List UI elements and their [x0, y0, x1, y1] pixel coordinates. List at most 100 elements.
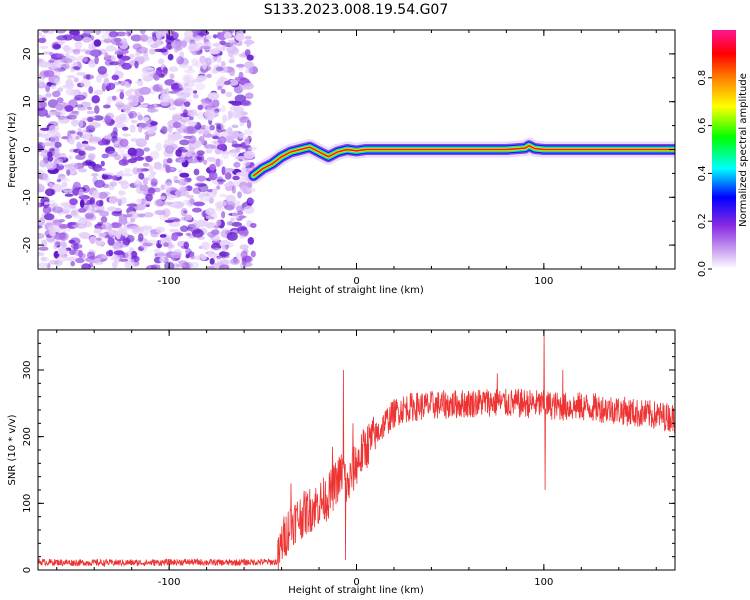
noise-blob: [120, 80, 126, 86]
noise-blob: [55, 30, 67, 34]
noise-blob: [206, 55, 217, 64]
noise-blob: [171, 82, 180, 90]
noise-blob: [196, 50, 203, 55]
noise-blob: [193, 35, 203, 42]
noise-blob: [216, 54, 222, 63]
noise-blob: [91, 173, 99, 177]
colorbar-gradient: [712, 30, 736, 269]
noise-blob: [108, 228, 114, 237]
noise-blob: [103, 77, 110, 87]
noise-blob: [168, 106, 177, 111]
noise-blob: [44, 201, 49, 205]
noise-blob: [56, 53, 65, 58]
noise-blob: [215, 66, 224, 72]
noise-blob: [138, 172, 145, 180]
noise-blob: [215, 200, 228, 207]
noise-blob: [121, 173, 134, 177]
noise-blob: [144, 135, 150, 141]
noise-blob: [225, 91, 233, 98]
colorbar-tick-label: 0.6: [697, 118, 708, 134]
noise-blob: [48, 260, 60, 265]
noise-blob: [215, 158, 221, 168]
noise-blob: [138, 122, 151, 130]
noise-blob: [224, 80, 231, 86]
noise-blob: [86, 251, 96, 259]
noise-blob: [186, 194, 194, 199]
noise-blob: [112, 207, 122, 212]
noise-blob: [147, 187, 156, 194]
noise-blob: [242, 262, 253, 267]
noise-blob: [216, 179, 226, 183]
noise-blob: [229, 40, 238, 48]
noise-blob: [83, 30, 95, 34]
noise-blob: [155, 226, 165, 233]
noise-blob: [163, 242, 169, 247]
noise-blob: [103, 174, 113, 180]
noise-blob: [115, 100, 123, 105]
noise-blob: [235, 156, 247, 160]
noise-blob: [174, 189, 187, 197]
noise-blob: [205, 65, 212, 71]
noise-blob: [84, 221, 93, 228]
noise-blob: [175, 263, 187, 268]
noise-blob: [164, 145, 175, 154]
noise-blob: [164, 182, 173, 191]
noise-blob: [137, 114, 143, 121]
noise-blob: [58, 118, 70, 124]
noise-blob: [231, 110, 242, 118]
noise-blob: [120, 55, 131, 61]
noise-blob: [159, 195, 166, 200]
noise-blob: [157, 58, 165, 65]
noise-blob: [184, 101, 191, 107]
noise-blob: [230, 150, 238, 158]
noise-blob: [135, 138, 147, 148]
noise-blob: [212, 188, 218, 195]
noise-blob: [107, 150, 118, 157]
noise-blob: [235, 33, 245, 42]
noise-blob: [79, 222, 85, 228]
noise-blob: [192, 229, 204, 238]
noise-blob: [235, 135, 247, 139]
noise-blob: [246, 120, 252, 129]
signal-track: [245, 137, 675, 184]
noise-blob: [38, 37, 47, 44]
noise-blob: [216, 144, 226, 151]
noise-blob: [54, 240, 62, 246]
noise-blob: [150, 178, 158, 186]
noise-blob: [142, 74, 153, 82]
noise-blob: [172, 218, 181, 223]
noise-blob: [136, 198, 143, 203]
noise-blob: [153, 199, 163, 207]
noise-blob: [145, 265, 158, 269]
noise-blob: [80, 78, 91, 88]
noise-blob: [117, 190, 126, 196]
noise-blob: [190, 113, 195, 117]
noise-blob: [79, 143, 84, 149]
noise-blob: [207, 156, 216, 163]
noise-blob: [109, 181, 118, 187]
noise-blob: [45, 188, 55, 197]
noise-blob: [227, 221, 233, 226]
noise-blob: [48, 124, 57, 134]
noise-blob: [58, 85, 69, 89]
noise-blob: [162, 66, 168, 75]
noise-blob: [238, 230, 247, 235]
noise-blob: [169, 73, 175, 80]
noise-blob: [150, 150, 160, 160]
noise-blob: [38, 31, 42, 37]
noise-blob: [86, 110, 95, 115]
noise-blob: [130, 119, 138, 124]
noise-blob: [212, 99, 220, 108]
noise-blob: [120, 180, 130, 190]
noise-blob: [93, 39, 102, 47]
noise-blob: [91, 95, 100, 104]
noise-blob: [78, 150, 86, 156]
noise-blob: [233, 161, 241, 168]
noise-blob: [170, 167, 175, 171]
noise-blob: [200, 254, 207, 261]
noise-blob: [167, 53, 174, 61]
noise-blob: [137, 213, 146, 218]
noise-blob: [250, 250, 256, 258]
noise-blob: [179, 51, 185, 60]
